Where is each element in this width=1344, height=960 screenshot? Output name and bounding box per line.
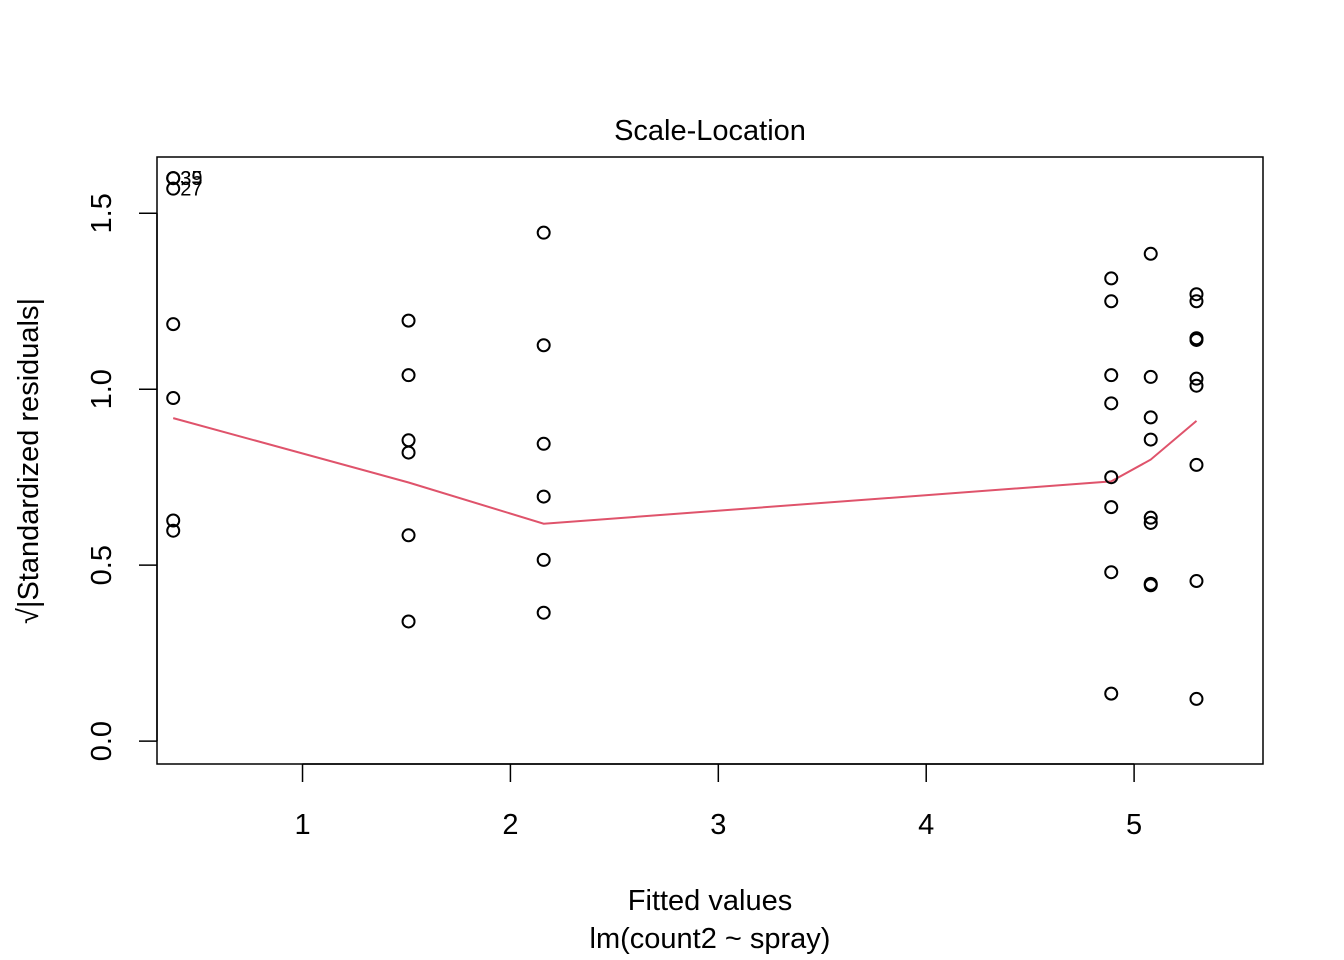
data-point <box>166 523 181 538</box>
data-point <box>536 552 551 567</box>
chart-title: Scale-Location <box>614 115 806 147</box>
data-point <box>1104 271 1119 286</box>
data-point <box>401 528 416 543</box>
data-point <box>536 489 551 504</box>
y-tick-label: 1.5 <box>86 193 118 233</box>
points-layer <box>166 171 1204 706</box>
data-point <box>1143 578 1158 593</box>
data-point <box>1143 410 1158 425</box>
x-axis-label: Fitted values <box>628 885 792 917</box>
data-point <box>536 436 551 451</box>
data-point <box>1143 246 1158 261</box>
data-point <box>1104 470 1119 485</box>
data-point <box>166 391 181 406</box>
data-point <box>166 317 181 332</box>
y-tick-label: 0.0 <box>86 721 118 761</box>
data-point <box>1189 294 1204 309</box>
data-point <box>1143 515 1158 530</box>
data-point <box>401 614 416 629</box>
data-point <box>1104 368 1119 383</box>
point-label: 35 <box>180 168 202 190</box>
y-axis: 0.0 0.5 1.0 1.5 <box>86 193 158 761</box>
data-point <box>1189 332 1204 347</box>
data-point <box>1189 371 1204 386</box>
x-tick-label: 4 <box>918 809 934 841</box>
data-point <box>166 171 181 186</box>
data-point <box>401 445 416 460</box>
data-point <box>166 513 181 528</box>
point-label: 27 <box>180 179 202 201</box>
x-tick-label: 3 <box>710 809 726 841</box>
data-point <box>1189 287 1204 302</box>
data-point <box>401 368 416 383</box>
data-point <box>1189 574 1204 589</box>
data-point <box>1143 369 1158 384</box>
point-label: 39 <box>180 168 202 190</box>
x-tick-label: 1 <box>294 809 310 841</box>
x-tick-label: 2 <box>502 809 518 841</box>
plot-frame <box>156 156 1264 765</box>
data-point <box>1143 432 1158 447</box>
data-point <box>536 605 551 620</box>
data-point <box>401 433 416 448</box>
y-tick-label: 1.0 <box>86 369 118 409</box>
x-axis: 1 2 3 4 5 <box>294 763 1142 841</box>
smooth-line-layer <box>172 417 1198 525</box>
x-tick-label: 5 <box>1126 809 1142 841</box>
data-point <box>536 338 551 353</box>
data-point <box>1104 686 1119 701</box>
data-point <box>536 225 551 240</box>
x-axis-subtitle: lm(count2 ~ spray) <box>590 923 831 955</box>
data-point <box>1189 691 1204 706</box>
data-point <box>1189 457 1204 472</box>
data-point <box>1104 396 1119 411</box>
y-axis-label: √|Standardized residuals| <box>13 298 45 624</box>
data-point <box>401 313 416 328</box>
data-point <box>1104 500 1119 515</box>
smooth-line <box>172 417 1198 525</box>
data-point <box>166 181 181 196</box>
data-point <box>1104 294 1119 309</box>
data-point <box>1189 378 1204 393</box>
y-tick-label: 0.5 <box>86 545 118 585</box>
data-point <box>1143 510 1158 525</box>
data-point <box>1104 565 1119 580</box>
